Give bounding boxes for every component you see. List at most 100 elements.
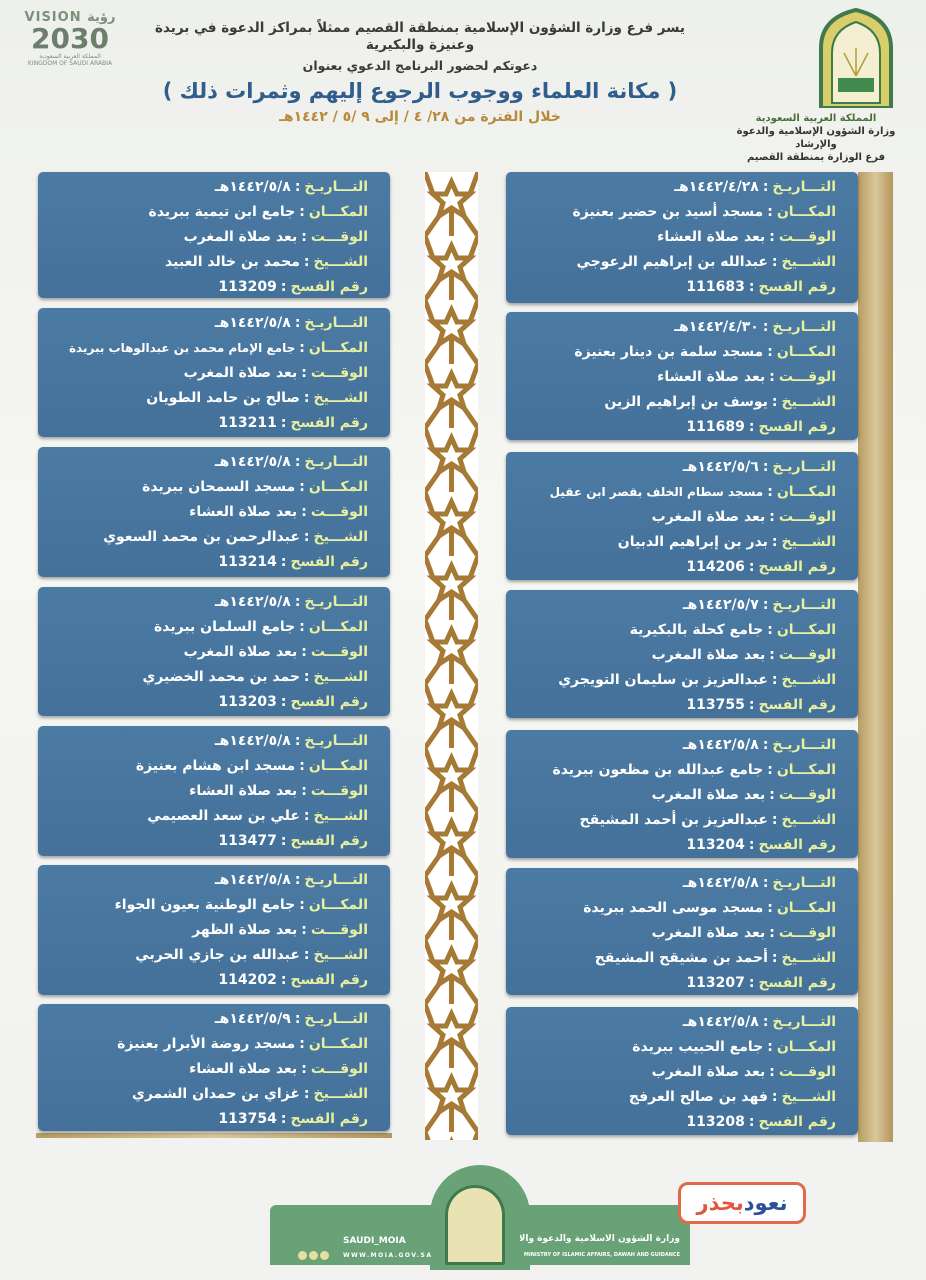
sheikh-label: الشـــيخ <box>781 672 836 688</box>
sheikh-label: الشـــيخ <box>781 1089 836 1105</box>
sheikh-value: عبدالرحمن بن محمد السعوي <box>103 529 300 545</box>
sheikh-value: صالح بن حامد الطويان <box>146 390 300 406</box>
colon: : <box>294 594 301 610</box>
colon: : <box>280 1111 287 1127</box>
sheikh-value: عبدالعزيز بن أحمد المشيقح <box>579 812 768 828</box>
sheikh-label: الشـــيخ <box>313 808 368 824</box>
permit-row: رقم الفسح:113209 <box>46 275 368 300</box>
place-row: المكـــان:جامع السلمان ببريدة <box>46 615 368 640</box>
place-value: مسجد سطام الخلف بقصر ابن عقيل <box>549 485 764 499</box>
colon: : <box>771 534 778 550</box>
sheikh-label: الشـــيخ <box>781 534 836 550</box>
permit-row: رقم الفسح:113211 <box>46 411 368 436</box>
colon: : <box>301 504 307 520</box>
event-card: التـــاريـخ:١٤٤٢/٤/٢٨هـ المكـــان:مسجد أس… <box>506 172 858 303</box>
time-value: بعد صلاة المغرب <box>183 644 298 660</box>
facebook-icon[interactable] <box>320 1251 329 1260</box>
place-label: المكـــان <box>776 344 836 360</box>
time-value: بعد صلاة الظهر <box>192 922 298 938</box>
date-row: التـــاريـخ:١٤٤٢/٥/٦هـ <box>514 455 836 480</box>
colon: : <box>771 672 778 688</box>
sheikh-value: عبدالله بن إبراهيم الرعوجي <box>576 254 768 270</box>
time-value: بعد صلاة العشاء <box>657 229 766 245</box>
sheikh-value: عبدالعزيز بن سليمان التويجري <box>558 672 768 688</box>
colon: : <box>762 1014 769 1030</box>
date-label: التـــاريـخ <box>304 179 368 195</box>
permit-value: 113211 <box>218 415 277 431</box>
permit-value: 113754 <box>218 1111 277 1127</box>
social-icons <box>298 1245 331 1264</box>
event-card: التـــاريـخ:١٤٤٢/٥/٦هـ المكـــان: مسجد سطا… <box>506 452 858 580</box>
place-value: جامع الوطنية بعيون الجواء <box>114 897 296 913</box>
campaign-word: نعود <box>743 1191 788 1215</box>
footer-website[interactable]: WWW.MOIA.GOV.SA <box>343 1252 433 1259</box>
permit-row: رقم الفسح:113477 <box>46 829 368 854</box>
colon: : <box>280 279 287 295</box>
colon: : <box>748 697 755 713</box>
time-value: بعد صلاة المغرب <box>651 509 766 525</box>
colon: : <box>767 204 773 220</box>
colon: : <box>303 390 310 406</box>
permit-row: رقم الفسح:113208 <box>514 1110 836 1135</box>
footer-handle[interactable]: SAUDI_MOIA <box>343 1236 406 1246</box>
permit-value: 113207 <box>686 975 745 991</box>
time-row: الوقـــت:بعد صلاة العشاء <box>514 225 836 250</box>
date-label: التـــاريـخ <box>772 459 836 475</box>
permit-value: 111683 <box>686 279 745 295</box>
place-row: المكـــان:مسجد موسى الحمد ببريدة <box>514 896 836 921</box>
colon: : <box>301 783 307 799</box>
date-value: ١٤٤٢/٥/٨هـ <box>214 594 291 610</box>
place-value: جامع الحبيب ببريدة <box>632 1039 764 1055</box>
place-label: المكـــان <box>776 484 836 500</box>
sheikh-value: يوسف بن إبراهيم الزين <box>604 394 768 410</box>
program-title: ( مكانة العلماء ووجوب الرجوع إليهم وثمرا… <box>162 79 678 103</box>
permit-label: رقم الفسح <box>758 975 836 991</box>
permit-value: 113208 <box>686 1114 745 1130</box>
gold-bar <box>858 172 893 1142</box>
footer-ministry-en: MINISTRY OF ISLAMIC AFFAIRS, DAWAH AND G… <box>523 1252 680 1258</box>
colon: : <box>748 559 755 575</box>
permit-row: رقم الفسح:113755 <box>514 693 836 718</box>
twitter-icon[interactable] <box>298 1251 307 1260</box>
time-row: الوقـــت:بعد صلاة العشاء <box>46 1057 368 1082</box>
colon: : <box>301 922 307 938</box>
colon: : <box>303 529 310 545</box>
instagram-icon[interactable] <box>309 1251 318 1260</box>
place-value: جامع ابن تيمية ببريدة <box>148 204 296 220</box>
sheikh-value: غزاي بن حمدان الشمري <box>132 1086 300 1102</box>
place-row: المكـــان:جامع ابن تيمية ببريدة <box>46 200 368 225</box>
permit-label: رقم الفسح <box>290 833 368 849</box>
sheikh-row: الشـــيخ:بدر بن إبراهيم الدبيان <box>514 530 836 555</box>
colon: : <box>748 837 755 853</box>
time-label: الوقـــت <box>310 1061 368 1077</box>
colon: : <box>762 179 769 195</box>
permit-value: 113203 <box>218 694 277 710</box>
date-row: التـــاريـخ:١٤٤٢/٥/٨هـ <box>46 311 368 336</box>
date-row: التـــاريـخ:١٤٤٢/٥/٨هـ <box>46 450 368 475</box>
date-label: التـــاريـخ <box>304 454 368 470</box>
colon: : <box>769 925 775 941</box>
colon: : <box>280 972 287 988</box>
colon: : <box>769 229 775 245</box>
date-label: التـــاريـخ <box>304 733 368 749</box>
date-row: التـــاريـخ:١٤٤٢/٥/٨هـ <box>514 1010 836 1035</box>
colon: : <box>294 872 301 888</box>
event-card: التـــاريـخ:١٤٤٢/٥/٨هـ المكـــان:جامع الح… <box>506 1007 858 1135</box>
date-label: التـــاريـخ <box>304 872 368 888</box>
time-row: الوقـــت:بعد صلاة الظهر <box>46 918 368 943</box>
sheikh-row: الشـــيخ:غزاي بن حمدان الشمري <box>46 1082 368 1107</box>
permit-label: رقم الفسح <box>758 697 836 713</box>
colon: : <box>767 344 773 360</box>
place-value: مسجد ابن هشام بعنيزة <box>135 758 296 774</box>
colon: : <box>280 554 287 570</box>
colon: : <box>748 419 755 435</box>
date-row: التـــاريـخ:١٤٤٢/٥/٨هـ <box>46 868 368 893</box>
colon: : <box>303 669 310 685</box>
colon: : <box>299 897 305 913</box>
date-label: التـــاريـخ <box>304 594 368 610</box>
colon: : <box>299 758 305 774</box>
colon: : <box>299 619 305 635</box>
vision-year: 2030 <box>31 22 109 55</box>
permit-row: رقم الفسح:111689 <box>514 415 836 440</box>
sheikh-row: الشـــيخ:عبدالله بن جازي الحربي <box>46 943 368 968</box>
